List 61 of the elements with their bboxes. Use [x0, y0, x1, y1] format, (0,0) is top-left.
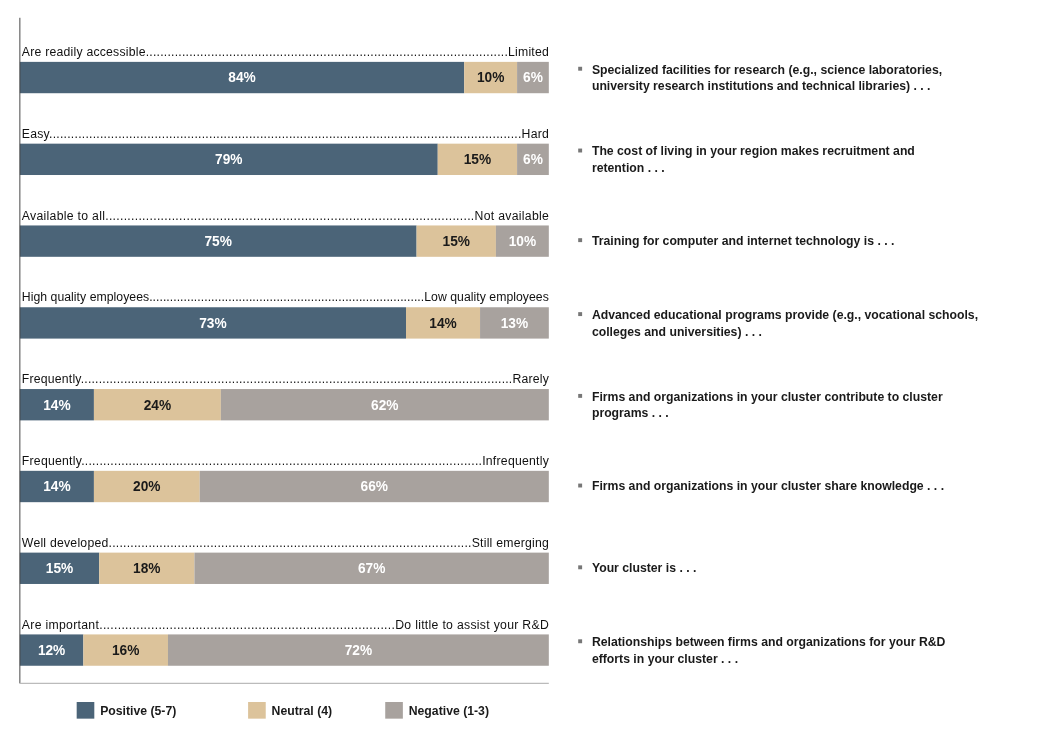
data-label: 14% [43, 397, 71, 413]
text: Relationships between firms and organizations for your R&D efforts in your cluster . . . [591, 635, 946, 666]
bar [406, 307, 481, 339]
data-label: 10% [508, 234, 537, 250]
bar [19, 225, 417, 257]
data-label: 13% [500, 315, 529, 331]
text: Advanced educational programs provide (e.g., vocational schools, colleges and universities) . . . [591, 308, 979, 339]
bar [93, 470, 200, 503]
y-tick-label: Easy..................................................................................................................................Hard [21, 126, 549, 141]
data-label: 18% [133, 561, 161, 577]
legend-label: Neutral (4) [271, 703, 333, 718]
bar [194, 552, 549, 584]
text: The cost of living in your region makes recruitment and retention . . . [591, 144, 915, 176]
bar [220, 389, 549, 421]
bar [19, 307, 406, 339]
data-label: 10% [476, 70, 505, 86]
data-label: 79% [215, 152, 243, 168]
legend-label: Negative (1-3) [408, 703, 489, 718]
bar [416, 225, 496, 257]
text: Training for computer and internet technology is . . . [591, 234, 895, 249]
data-label: 66% [360, 479, 388, 495]
data-label: 12% [37, 642, 66, 658]
y-tick-label: Frequently..............................................................................................................Infrequently [21, 453, 550, 468]
data-label: 24% [143, 397, 172, 413]
text: Firms and organizations in your cluster contribute to cluster programs . . . [591, 389, 943, 421]
data-label: 73% [199, 315, 227, 331]
bar [19, 61, 465, 94]
bar [480, 307, 549, 339]
text: Specialized facilities for research (e.g., science laboratories, university research institutions and technical libraries) . . . [591, 62, 943, 94]
data-label: 15% [463, 152, 492, 168]
data-label: 14% [429, 315, 457, 331]
data-label: 6% [523, 70, 543, 86]
y-tick-label: Are important................................................................................Do little to assist your R&D [21, 617, 549, 632]
bar [495, 225, 549, 257]
data-label: 20% [133, 479, 161, 495]
data-label: 75% [204, 234, 232, 250]
data-label: 15% [45, 561, 74, 577]
bar [19, 143, 438, 176]
bar [167, 634, 549, 666]
bar [437, 143, 518, 176]
data-label: 72% [344, 642, 373, 658]
y-tick-label: Available to all....................................................................................................Not available [21, 208, 549, 223]
y-tick-label: Well developed....................................................................................................Still emerging [21, 535, 549, 550]
text: Your cluster is . . . [591, 561, 697, 576]
text: Firms and organizations in your cluster share knowledge . . . [591, 479, 945, 494]
data-label: 14% [43, 479, 71, 495]
data-label: 67% [357, 561, 386, 577]
bar [199, 470, 549, 503]
y-tick-label: Are readily accessible....................................................................................................Limited [21, 45, 549, 59]
y-tick-label: Frequently........................................................................................................................Rarely [21, 372, 550, 387]
legend-label: Positive (5-7) [100, 703, 177, 718]
y-tick-label: High quality employees................................................................................Low quality employees [21, 290, 549, 305]
bar [83, 634, 168, 666]
data-label: 84% [228, 70, 256, 86]
bar [99, 552, 195, 584]
data-label: 16% [111, 642, 140, 658]
data-label: 15% [442, 234, 470, 250]
data-label: 6% [523, 152, 543, 168]
bar [93, 389, 221, 421]
bar [19, 634, 84, 666]
data-label: 62% [371, 397, 399, 413]
